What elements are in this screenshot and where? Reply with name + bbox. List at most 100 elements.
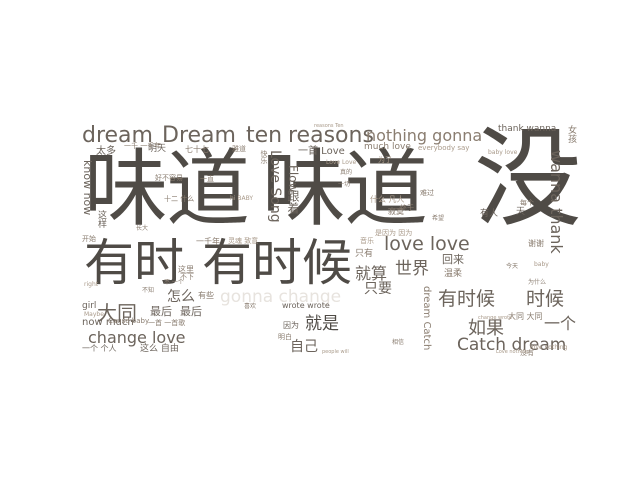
word-everybody-say: everybody say — [418, 144, 470, 152]
word-zheli: 这里 — [178, 265, 194, 274]
word-weishenme: 为什么 — [528, 279, 547, 286]
word-right: right — [84, 281, 99, 288]
word-jimo: 寂寞 — [388, 207, 404, 216]
word-wenrou: 温柔 — [444, 269, 463, 279]
word-buxia: 不下 — [180, 273, 194, 281]
word-dream-2: Dream — [162, 123, 236, 148]
word-xiangxin: 相信 — [392, 339, 405, 346]
word-nvhai: 女孩 — [566, 125, 576, 143]
word-know-now: know now — [81, 160, 94, 216]
word-datong: 大同 — [97, 301, 137, 325]
word-ziji: 自己 — [290, 339, 318, 355]
word-yinwei: 因为 — [283, 321, 299, 330]
word-ten: ten — [246, 123, 283, 148]
word-meiyou: 没有 — [520, 349, 534, 357]
word-hi-baby: hi BABY — [230, 195, 254, 202]
word-yiqian-yiqiannian: 一千 一千年 — [124, 142, 162, 150]
word-youshihou-2: 有时候 — [438, 288, 496, 310]
word-yishou-love: 一首 Love — [298, 146, 345, 157]
word-wrote-wrote: wrote wrote — [282, 301, 330, 310]
word-nothing-gonna: nothing gonna — [366, 126, 483, 145]
word-jintian: 今天 — [506, 263, 519, 270]
word-bu-yige: 不 一个 — [164, 279, 184, 286]
word-love-nothing-2: Love nothing — [496, 349, 529, 355]
word-ruguo: 如果 — [468, 318, 504, 339]
word-xiwang: 希望 — [432, 215, 445, 222]
word-love-nothing: love nothing — [530, 344, 568, 351]
word-haoburongyi: 好不容易 — [155, 174, 183, 182]
word-meige: 每个 — [520, 199, 534, 207]
word-zhiyao: 只要 — [364, 281, 392, 297]
word-youren: 有人 — [480, 209, 499, 219]
word-love-love-small: Love Love — [326, 159, 357, 166]
word-baby-small: baby — [534, 261, 549, 268]
word-reasons: reasons — [288, 123, 374, 148]
word-youxie: 有些 — [198, 291, 214, 300]
word-qishiqi: 七十七 — [185, 145, 209, 154]
word-people-will: people will — [322, 349, 349, 355]
word-buzhi: 不知 — [142, 287, 155, 294]
word-shier-shenme: 十二 什么 — [164, 195, 195, 203]
word-yinyue: 音乐 — [360, 237, 374, 245]
word-thank-wanna: thank wanna — [498, 124, 557, 134]
word-yishou-yishouge: 一首 一首歌 — [148, 319, 186, 327]
word-shihou: 时候 — [526, 288, 565, 310]
word-cause-baby: Cause baby — [108, 317, 150, 325]
word-jiusuan: 就算 — [355, 264, 388, 283]
word-zenme: 怎么 — [167, 289, 195, 305]
word-xihuan: 喜欢 — [244, 303, 257, 310]
word-zuihou-2: 最后 — [180, 305, 202, 318]
word-kuaile: 快乐 — [260, 150, 268, 164]
word-reasons-ten: reasons Ten — [314, 123, 344, 129]
word-nanguo: 难过 — [420, 189, 434, 197]
word-flow: Flow — [286, 165, 300, 193]
word-love-song: Love Song — [267, 150, 283, 223]
word-yiqiannian: 一千年 — [196, 237, 220, 246]
word-mingtian: 明天 — [148, 144, 167, 154]
word-change-love: change love — [88, 328, 186, 347]
word-zuihou-1: 最后 — [150, 305, 172, 318]
word-zhongyu: 终于 — [400, 204, 414, 212]
word-weidao-1: 味道 — [84, 140, 250, 238]
word-shijie: 世界 — [395, 259, 429, 279]
word-much-love: much love — [364, 142, 411, 152]
word-yizhi: 一直 — [200, 175, 214, 183]
word-yadao: 雅道 — [232, 145, 246, 153]
word-huilai: 回来 — [442, 253, 464, 266]
word-wanna-thank: wanna thank — [547, 150, 566, 254]
word-dream-1: dream — [82, 123, 153, 148]
word-yiqie: 一切 — [338, 181, 351, 188]
word-mingbai: 明白 — [278, 333, 292, 341]
word-yige-geren: 一个 个人 — [82, 344, 117, 353]
word-baby-love: baby love — [488, 149, 518, 156]
word-linghun-zhiyi: 灵魂 致意 — [228, 237, 259, 245]
word-kaishi: 开始 — [82, 235, 96, 243]
word-zhende: 真的 — [340, 169, 353, 176]
word-genzhe: 跟着 — [286, 190, 300, 214]
word-yige: 一个 — [544, 314, 577, 333]
word-dream-catch: dream Catch — [421, 286, 432, 351]
word-shiyinwei: 是因为 因为 — [375, 229, 413, 237]
word-maybe: Maybe — [84, 311, 104, 318]
word-girl: girl — [82, 301, 97, 311]
word-mei: 没 — [474, 117, 583, 242]
word-zheme-ziyou: 这么 自由 — [140, 344, 179, 354]
word-taiduo: 太多 — [96, 146, 116, 157]
word-xiexie: 谢谢 — [528, 239, 544, 248]
word-zhangda: 长大 — [136, 225, 149, 232]
word-tian: 天 — [516, 207, 526, 217]
word-zhiyou: 只有 — [355, 249, 374, 259]
word-weile: 为了 — [378, 156, 392, 164]
word-datong-datong: 大同 大同 — [508, 312, 543, 321]
word-catch-dream: Catch dream — [457, 335, 567, 355]
word-jiushi: 就是 — [305, 314, 339, 334]
word-weidao-2: 味道 — [262, 140, 428, 238]
word-zheyang: 这样 — [96, 210, 106, 228]
word-change-wrote: change wrote — [478, 315, 513, 321]
word-love-love: love love — [384, 233, 470, 255]
word-gonna-change: gonna change — [220, 287, 342, 307]
word-youshihou-1: 有时候 — [202, 234, 352, 292]
word-shenme-fanren: 什么 凡人 — [370, 195, 405, 204]
word-youshi: 有时 — [84, 234, 184, 292]
